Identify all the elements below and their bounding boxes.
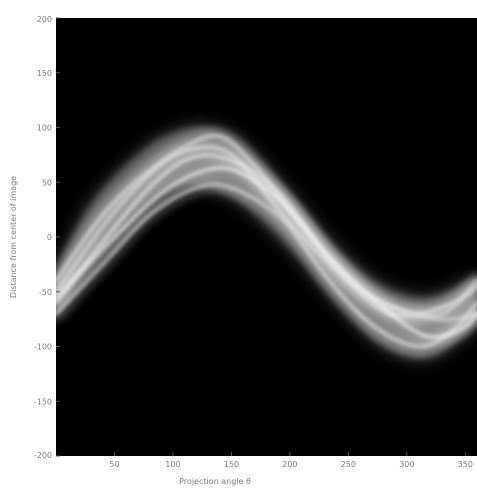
x-tick-label: 150 — [224, 460, 239, 469]
y-tick-label: -200 — [34, 451, 52, 460]
sinogram-traces — [56, 126, 477, 356]
y-tick-label: -150 — [34, 397, 52, 406]
x-axis-ticks: 50 100 150 200 250 300 350 — [109, 452, 473, 469]
x-axis-title: Projection angle θ — [179, 477, 251, 486]
x-tick-label: 100 — [165, 460, 180, 469]
y-tick-label: 50 — [42, 178, 52, 187]
y-tick-label: -50 — [39, 288, 52, 297]
y-tick-label: -100 — [34, 343, 52, 352]
y-tick-label: 150 — [37, 69, 52, 78]
x-tick-label: 250 — [341, 460, 356, 469]
sinogram-trace-5 — [56, 165, 477, 340]
x-tick-label: 200 — [282, 460, 297, 469]
x-tick-label: 350 — [458, 460, 473, 469]
y-tick-label: 0 — [47, 233, 52, 242]
x-tick-label: 50 — [109, 460, 119, 469]
x-tick-label: 300 — [399, 460, 414, 469]
sinogram-trace-4 — [56, 133, 477, 319]
y-tick-label: 200 — [37, 15, 52, 24]
y-tick-label: 100 — [37, 124, 52, 133]
y-axis-ticks: -200 -150 -100 -50 0 50 100 150 200 — [34, 15, 60, 460]
y-axis-title: Distance from center of image — [9, 176, 18, 298]
